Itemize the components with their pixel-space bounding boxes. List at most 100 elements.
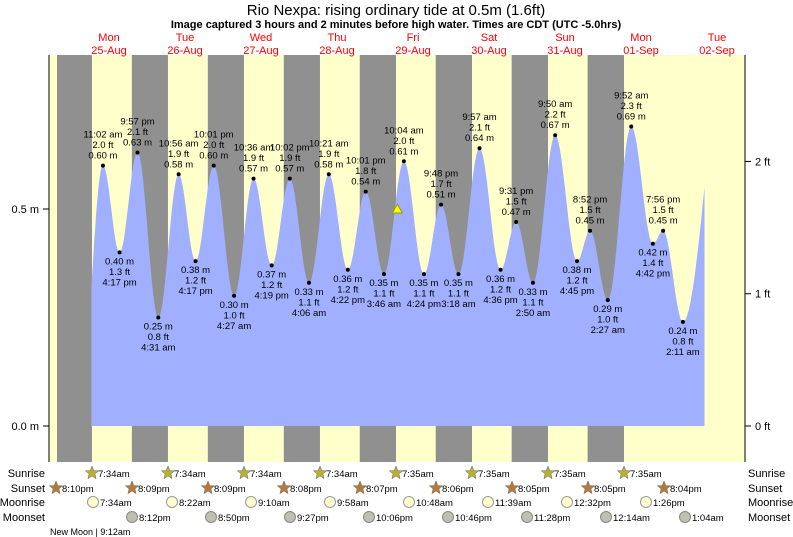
sunrise-time: 7:35am bbox=[630, 469, 662, 480]
high-tide-time: 9:48 pm bbox=[424, 169, 458, 180]
moonrise-icon bbox=[166, 496, 178, 508]
low-tide-m: 0.33 m bbox=[294, 287, 323, 298]
moonrise-time: 9:58am bbox=[337, 498, 369, 509]
high-tide-time: 9:57 am bbox=[462, 112, 496, 123]
low-tide-m: 0.25 m bbox=[144, 322, 173, 333]
sunset-time: 8:05pm bbox=[594, 484, 626, 495]
low-tide-ft: 1.3 ft bbox=[109, 267, 130, 278]
low-tide-m: 0.29 m bbox=[593, 304, 622, 315]
high-tide-time: 10:36 am bbox=[234, 143, 274, 154]
low-tide-m: 0.35 m bbox=[369, 278, 398, 289]
moonrise-icon bbox=[245, 496, 257, 508]
low-tide-point bbox=[193, 259, 198, 264]
high-tide-ft: 1.9 ft bbox=[318, 149, 339, 160]
moonset-icon bbox=[521, 511, 533, 523]
high-tide-point bbox=[100, 163, 105, 168]
high-tide-point bbox=[553, 133, 558, 138]
sunset-time: 8:05pm bbox=[518, 484, 550, 495]
moonset-row-label-left: Moonset bbox=[3, 512, 45, 524]
sunset-icon bbox=[504, 480, 520, 495]
sunset-icon bbox=[428, 480, 444, 495]
low-tide-ft: 1.1 ft bbox=[298, 297, 319, 308]
day-of-week-label: Thu bbox=[328, 32, 347, 44]
sunset-icon bbox=[580, 480, 596, 495]
low-tide-point bbox=[605, 298, 610, 303]
high-tide-time: 9:31 pm bbox=[499, 186, 533, 197]
low-tide-time: 4:17 pm bbox=[102, 277, 136, 288]
moonrise-time: 12:32pm bbox=[574, 498, 611, 509]
high-tide-m: 0.64 m bbox=[465, 133, 494, 144]
right-tick-label: 1 ft bbox=[755, 289, 770, 301]
high-tide-point bbox=[176, 172, 181, 177]
high-tide-time: 9:57 pm bbox=[120, 117, 154, 128]
high-tide-ft: 1.8 ft bbox=[355, 166, 376, 177]
low-tide-point bbox=[232, 293, 237, 298]
high-tide-time: 7:56 pm bbox=[646, 195, 680, 206]
high-tide-ft: 1.9 ft bbox=[168, 149, 189, 160]
sunrise-icon bbox=[160, 465, 176, 480]
low-tide-point bbox=[575, 259, 580, 264]
sunset-icon bbox=[656, 480, 672, 495]
high-tide-point bbox=[135, 150, 140, 155]
sunrise-row-label-right: Sunrise bbox=[748, 468, 785, 480]
low-tide-m: 0.38 m bbox=[563, 265, 592, 276]
high-tide-m: 0.51 m bbox=[427, 190, 456, 201]
high-tide-point bbox=[514, 220, 519, 225]
high-tide-time: 10:02 pm bbox=[270, 143, 310, 154]
high-tide-point bbox=[439, 202, 444, 207]
low-tide-ft: 1.2 ft bbox=[261, 280, 282, 291]
sunrise-time: 7:35am bbox=[402, 469, 434, 480]
moonset-time: 10:06pm bbox=[376, 513, 413, 524]
high-tide-time: 10:01 pm bbox=[346, 156, 386, 167]
sunset-icon bbox=[48, 480, 64, 495]
low-tide-ft: 1.0 ft bbox=[597, 315, 618, 326]
date-label: 31-Aug bbox=[547, 45, 582, 57]
moonrise-row-label-right: Moonrise bbox=[748, 497, 793, 509]
low-tide-m: 0.40 m bbox=[105, 256, 134, 267]
low-tide-time: 2:50 am bbox=[516, 308, 550, 319]
moonset-time: 8:50pm bbox=[218, 513, 250, 524]
high-tide-m: 0.60 m bbox=[199, 151, 228, 162]
low-tide-ft: 1.2 ft bbox=[337, 284, 358, 295]
low-tide-ft: 1.1 ft bbox=[413, 289, 434, 300]
moonrise-icon bbox=[561, 496, 573, 508]
low-tide-point bbox=[650, 241, 655, 246]
high-tide-ft: 1.9 ft bbox=[279, 153, 300, 164]
moonrise-row-label-left: Moonrise bbox=[0, 497, 45, 509]
high-tide-ft: 1.5 ft bbox=[653, 205, 674, 216]
low-tide-point bbox=[381, 272, 386, 277]
moonset-time: 10:46pm bbox=[455, 513, 492, 524]
current-tide-marker bbox=[391, 202, 404, 214]
sunrise-icon bbox=[236, 465, 252, 480]
high-tide-ft: 2.0 ft bbox=[203, 140, 224, 151]
day-of-week-label: Mon bbox=[630, 32, 651, 44]
date-label: 27-Aug bbox=[243, 45, 278, 57]
low-tide-time: 4:17 pm bbox=[178, 286, 212, 297]
left-tick-label: 0.5 m bbox=[11, 204, 39, 216]
high-tide-m: 0.58 m bbox=[314, 159, 343, 170]
high-tide-ft: 1.5 ft bbox=[506, 197, 527, 208]
moonset-icon bbox=[126, 511, 138, 523]
high-tide-m: 0.60 m bbox=[88, 151, 117, 162]
high-tide-m: 0.57 m bbox=[275, 164, 304, 175]
low-tide-m: 0.36 m bbox=[333, 274, 362, 285]
sunrise-row-label-left: Sunrise bbox=[8, 468, 45, 480]
low-tide-ft: 1.1 ft bbox=[373, 289, 394, 300]
high-tide-m: 0.57 m bbox=[239, 164, 268, 175]
high-tide-ft: 2.2 ft bbox=[545, 110, 566, 121]
low-tide-time: 2:27 am bbox=[591, 325, 625, 336]
right-tick-label: 0 ft bbox=[755, 421, 770, 433]
high-tide-ft: 1.5 ft bbox=[580, 205, 601, 216]
high-tide-point bbox=[287, 176, 292, 181]
moonset-icon bbox=[363, 511, 375, 523]
sunset-row-label-right: Sunset bbox=[748, 483, 782, 495]
high-tide-m: 0.69 m bbox=[617, 112, 646, 123]
high-tide-ft: 2.0 ft bbox=[92, 140, 113, 151]
sunrise-icon bbox=[464, 465, 480, 480]
high-tide-m: 0.61 m bbox=[389, 146, 418, 157]
low-tide-time: 4:06 am bbox=[292, 308, 326, 319]
high-tide-point bbox=[588, 228, 593, 233]
high-tide-point bbox=[401, 159, 406, 164]
high-tide-point bbox=[661, 228, 666, 233]
